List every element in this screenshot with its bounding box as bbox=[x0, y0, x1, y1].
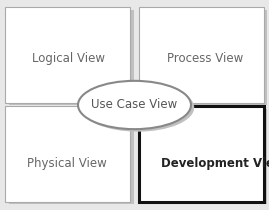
Text: Physical View: Physical View bbox=[27, 157, 107, 170]
FancyBboxPatch shape bbox=[9, 10, 134, 105]
Ellipse shape bbox=[78, 81, 191, 129]
FancyBboxPatch shape bbox=[142, 109, 267, 204]
FancyBboxPatch shape bbox=[5, 106, 130, 202]
FancyBboxPatch shape bbox=[9, 109, 134, 204]
FancyBboxPatch shape bbox=[5, 7, 130, 103]
Ellipse shape bbox=[81, 83, 194, 132]
Text: Process View: Process View bbox=[167, 52, 243, 65]
Text: Logical View: Logical View bbox=[32, 52, 105, 65]
FancyBboxPatch shape bbox=[142, 10, 267, 105]
Text: Use Case View: Use Case View bbox=[91, 98, 178, 112]
Text: Development View: Development View bbox=[161, 157, 269, 170]
FancyBboxPatch shape bbox=[139, 7, 264, 103]
FancyBboxPatch shape bbox=[139, 106, 264, 202]
